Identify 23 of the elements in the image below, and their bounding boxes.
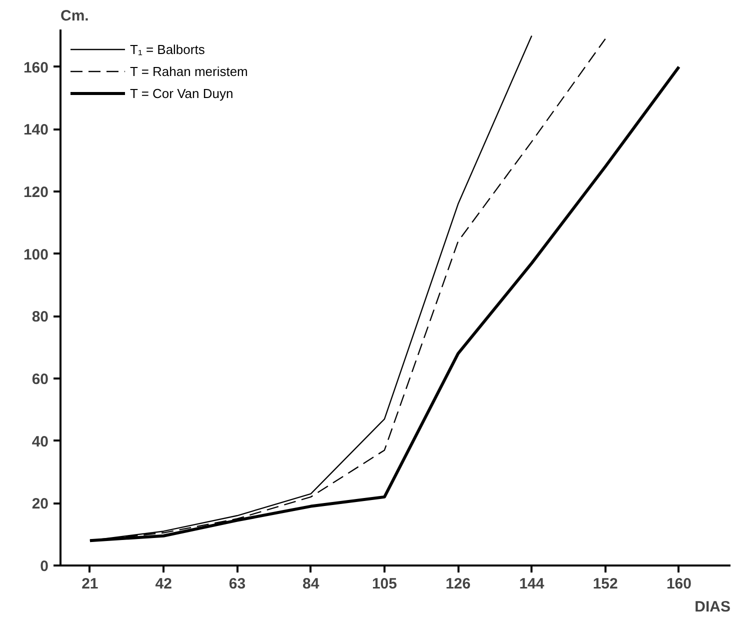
y-tick-label: 140 — [23, 122, 49, 139]
x-tick-label: 144 — [519, 576, 545, 592]
x-tick-label: 21 — [82, 576, 98, 592]
y-tick-label: 60 — [32, 371, 49, 388]
y-tick-label: 160 — [23, 59, 49, 76]
x-tick-label: 63 — [228, 576, 246, 592]
x-tick-label: 126 — [446, 576, 471, 592]
y-tick-label: 80 — [32, 308, 49, 326]
x-tick-label: 152 — [592, 576, 618, 592]
legend-label: T = Rahan meristem — [130, 64, 248, 78]
y-axis-title: Cm. — [60, 8, 89, 24]
x-axis-title: DIAS — [694, 598, 731, 616]
y-tick-label: 0 — [40, 558, 48, 575]
x-tick-label: 105 — [372, 576, 397, 592]
y-tick-label: 120 — [23, 184, 49, 202]
legend-label: T = Cor Van Duyn — [130, 86, 234, 100]
y-tick-label: 100 — [23, 246, 49, 264]
y-tick-label: 40 — [32, 433, 49, 450]
legend-label: T₁ = Balborts — [130, 42, 205, 56]
x-tick-label: 160 — [666, 576, 692, 592]
y-tick-label: 20 — [32, 496, 49, 513]
x-tick-label: 42 — [155, 576, 172, 592]
x-tick-label: 84 — [302, 576, 320, 592]
